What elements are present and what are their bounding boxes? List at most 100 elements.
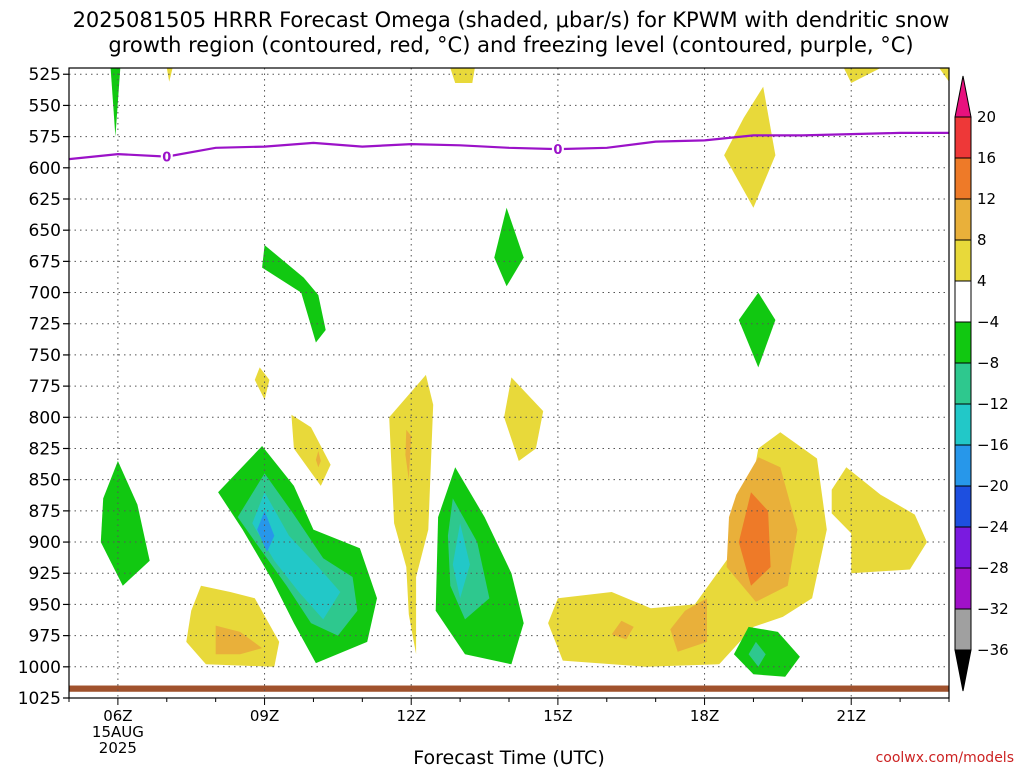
y-tick-label: 600 bbox=[29, 159, 61, 179]
colorbar-label: −36 bbox=[977, 641, 1009, 659]
x-axis-label: Forecast Time (UTC) bbox=[413, 747, 604, 768]
y-tick-label: 700 bbox=[29, 284, 61, 304]
y-tick-label: 975 bbox=[29, 627, 61, 647]
omega-shading bbox=[100, 68, 949, 677]
colorbar-swatch bbox=[954, 239, 972, 282]
omega-region bbox=[843, 68, 881, 83]
x-tick-label: 21Z bbox=[837, 707, 866, 725]
y-tick-label: 1000 bbox=[18, 658, 61, 678]
omega-region bbox=[450, 68, 475, 83]
colorbar-label: −24 bbox=[977, 518, 1009, 536]
colorbar-swatch bbox=[954, 280, 972, 323]
y-tick-label: 875 bbox=[29, 502, 61, 522]
x-tick-label: 06Z bbox=[103, 707, 132, 725]
omega-region bbox=[748, 641, 766, 667]
colorbar-swatch bbox=[954, 157, 972, 200]
freezing-label-bg bbox=[551, 141, 564, 158]
colorbar-label: 8 bbox=[977, 231, 987, 249]
omega-region bbox=[670, 598, 707, 652]
freezing-label-bg bbox=[160, 148, 173, 165]
y-tick-label: 925 bbox=[29, 564, 61, 584]
y-tick-label: 550 bbox=[29, 96, 61, 116]
omega-region bbox=[452, 523, 470, 599]
freezing-level-label: 0 bbox=[162, 151, 171, 166]
colorbar-label: −32 bbox=[977, 600, 1009, 618]
colorbar-label: −28 bbox=[977, 559, 1009, 577]
x-tick-label: 09Z bbox=[250, 707, 279, 725]
y-tick-label: 725 bbox=[29, 315, 61, 335]
omega-region bbox=[831, 467, 927, 574]
colorbar-label: −16 bbox=[977, 436, 1009, 454]
colorbar-label: 12 bbox=[977, 190, 996, 208]
x-tick-label: 15Z bbox=[543, 707, 572, 725]
omega-region bbox=[738, 292, 776, 368]
terrain-band bbox=[69, 685, 949, 692]
y-tick-label: 1025 bbox=[18, 689, 61, 709]
colorbar-label: −4 bbox=[977, 313, 999, 331]
x-tick-sublabel: 15AUG bbox=[92, 723, 144, 741]
colorbar-label: 16 bbox=[977, 149, 996, 167]
x-tick-label: 12Z bbox=[397, 707, 426, 725]
chart-title-line1: 2025081505 HRRR Forecast Omega (shaded, … bbox=[73, 8, 950, 32]
omega-region bbox=[724, 86, 776, 208]
omega-region bbox=[166, 68, 173, 82]
omega-region bbox=[611, 620, 634, 640]
omega-region bbox=[405, 429, 412, 480]
y-tick-label: 775 bbox=[29, 377, 61, 397]
colorbar-swatch bbox=[954, 116, 972, 159]
omega-region bbox=[504, 377, 544, 461]
colorbar-label: 4 bbox=[977, 272, 987, 290]
x-tick-sublabel: 2025 bbox=[99, 739, 137, 757]
omega-region bbox=[315, 451, 321, 468]
omega-region bbox=[738, 492, 771, 586]
colorbar-swatch bbox=[954, 362, 972, 405]
colorbar-swatch bbox=[954, 567, 972, 610]
colorbar-label: −20 bbox=[977, 477, 1009, 495]
colorbar-swatch bbox=[954, 198, 972, 241]
chart-title-line2: growth region (contoured, red, °C) and f… bbox=[108, 33, 913, 57]
y-tick-label: 525 bbox=[29, 65, 61, 85]
y-tick-label: 575 bbox=[29, 128, 61, 148]
freezing-level-line bbox=[68, 131, 949, 161]
y-tick-label: 650 bbox=[29, 221, 61, 241]
x-tick-label: 18Z bbox=[690, 707, 719, 725]
omega-region bbox=[100, 461, 150, 586]
y-tick-label: 850 bbox=[29, 471, 61, 491]
omega-region bbox=[252, 492, 341, 620]
freezing-level-label: 0 bbox=[553, 143, 562, 158]
y-tick-label: 625 bbox=[29, 190, 61, 210]
omega-region bbox=[733, 626, 800, 677]
colorbar-swatch bbox=[954, 649, 972, 692]
y-tick-label: 950 bbox=[29, 595, 61, 615]
colorbar-legend: 20 16 12 8 4 −4 −8 −12 −16 −20 −24 −28 −32 −36 bbox=[954, 75, 1009, 692]
colorbar-swatch bbox=[954, 403, 972, 446]
omega-region bbox=[257, 510, 275, 552]
y-tick-label: 675 bbox=[29, 252, 61, 272]
colorbar-label: −8 bbox=[977, 354, 999, 372]
colorbar-label: −12 bbox=[977, 395, 1009, 413]
colorbar-swatch bbox=[954, 608, 972, 651]
ground-band bbox=[69, 685, 949, 692]
grid-lines bbox=[69, 68, 949, 698]
colorbar-swatch bbox=[954, 321, 972, 364]
y-tick-label: 750 bbox=[29, 346, 61, 366]
y-tick-label: 900 bbox=[29, 533, 61, 553]
omega-region bbox=[254, 367, 270, 400]
colorbar-swatch bbox=[954, 444, 972, 487]
y-tick-label: 800 bbox=[29, 408, 61, 428]
omega-region bbox=[939, 68, 949, 82]
colorbar-swatch bbox=[954, 526, 972, 569]
omega-region bbox=[291, 414, 331, 486]
y-axis: 525 550 575 600 625 650 675 700 725 750 775 800 825 8… bbox=[18, 65, 69, 709]
colorbar-swatch bbox=[954, 75, 972, 118]
colorbar-swatch bbox=[954, 485, 972, 528]
omega-region bbox=[262, 245, 326, 343]
omega-region bbox=[494, 207, 524, 287]
y-tick-label: 825 bbox=[29, 439, 61, 459]
colorbar-label: 20 bbox=[977, 108, 996, 126]
credit-link[interactable]: coolwx.com/models bbox=[876, 750, 1014, 766]
